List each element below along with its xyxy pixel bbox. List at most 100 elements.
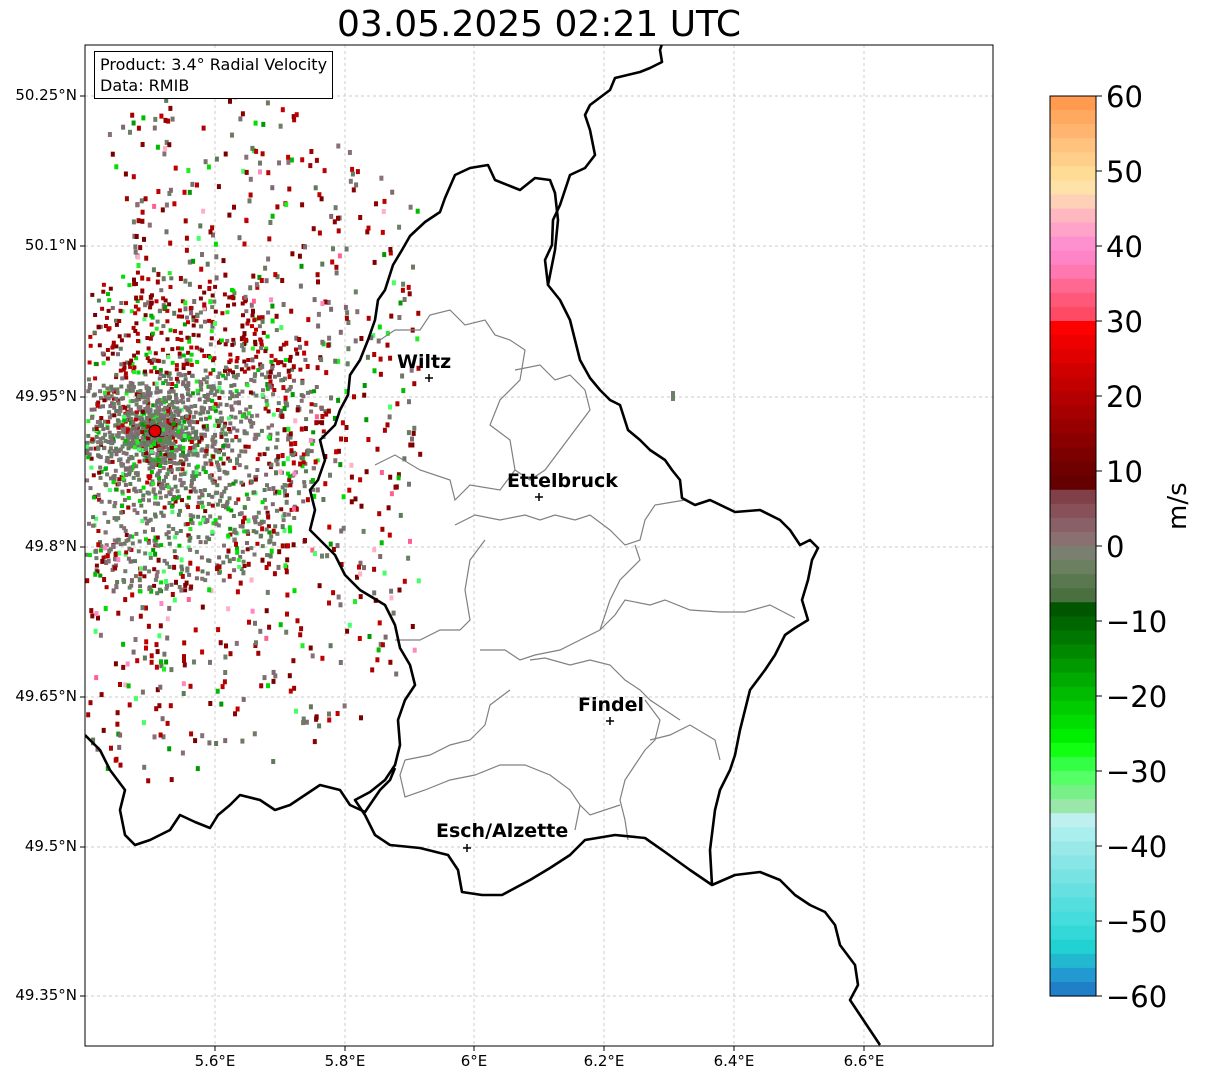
colorbar-band (1050, 658, 1096, 674)
colorbar-band (1050, 489, 1096, 505)
colorbar-tick-label: 40 (1106, 230, 1143, 264)
colorbar-band (1050, 222, 1096, 238)
colorbar-band (1050, 292, 1096, 308)
colorbar-band (1050, 377, 1096, 392)
lon-tick-label: 6.6°E (843, 1052, 885, 1070)
colorbar-unit-label: m/s (1163, 482, 1193, 530)
colorbar-band (1050, 363, 1096, 378)
colorbar-band (1050, 728, 1096, 744)
colorbar-band (1050, 855, 1096, 871)
lat-tick-label: 50.25°N (15, 86, 77, 104)
colorbar-band (1050, 588, 1096, 603)
colorbar-tick-label: −60 (1106, 980, 1168, 1014)
colorbar-band (1050, 517, 1096, 533)
colorbar-band (1050, 897, 1096, 913)
colorbar-band (1050, 827, 1096, 842)
colorbar-band (1050, 194, 1096, 210)
colorbar-tick-label: −50 (1106, 905, 1168, 939)
gridlines (85, 45, 993, 1046)
city-markers (425, 374, 614, 852)
lat-tick-label: 49.35°N (15, 986, 77, 1004)
colorbar-band (1050, 546, 1096, 561)
colorbar-band (1050, 644, 1096, 660)
axis-ticks (80, 95, 865, 1051)
city-marker-wiltz (425, 374, 433, 382)
colorbar-band (1050, 841, 1096, 856)
colorbar-band (1050, 124, 1096, 139)
colorbar-tick-label: −20 (1106, 680, 1168, 714)
colorbar-band (1050, 433, 1096, 449)
colorbar-tick-label: −30 (1106, 755, 1168, 789)
info-box: Product: 3.4° Radial Velocity Data: RMIB (94, 51, 334, 99)
city-marker-findel (606, 717, 614, 725)
colorbar-tick-label: 60 (1106, 80, 1143, 114)
colorbar-band (1050, 264, 1096, 280)
colorbar-band (1050, 250, 1096, 266)
colorbar-bands (1050, 96, 1096, 997)
colorbar-band (1050, 138, 1096, 153)
city-marker-esch (463, 844, 471, 852)
colorbar-band (1050, 785, 1096, 800)
colorbar-band (1050, 560, 1096, 575)
colorbar-band (1050, 236, 1096, 252)
colorbar-band (1050, 461, 1096, 477)
lon-tick-label: 5.8°E (324, 1052, 366, 1070)
map-frame (84, 44, 994, 1047)
colorbar-band (1050, 475, 1096, 491)
lon-tick-label: 6.2°E (583, 1052, 625, 1070)
colorbar-band (1050, 799, 1096, 814)
colorbar-band (1050, 419, 1096, 435)
city-marker-ettelbruck (535, 493, 543, 501)
data-source-text: Data: RMIB (100, 76, 190, 95)
colorbar-band (1050, 742, 1096, 758)
colorbar-band (1050, 616, 1096, 631)
colorbar-band (1050, 939, 1096, 955)
colorbar-band (1050, 925, 1096, 941)
colorbar-band (1050, 630, 1096, 646)
colorbar-band (1050, 349, 1096, 364)
colorbar-band (1050, 96, 1096, 111)
colorbar-band (1050, 771, 1096, 786)
product-text: Product: 3.4° Radial Velocity (100, 55, 328, 74)
colorbar-band (1050, 278, 1096, 294)
lat-tick-label: 49.5°N (24, 837, 77, 855)
colorbar-band (1050, 405, 1096, 421)
colorbar-band (1050, 503, 1096, 519)
colorbar-band (1050, 672, 1096, 688)
colorbar-band (1050, 152, 1096, 167)
colorbar-band (1050, 700, 1096, 716)
colorbar-band (1050, 166, 1096, 181)
colorbar-band (1050, 981, 1096, 997)
lat-tick-label: 49.95°N (15, 387, 77, 405)
colorbar-ticks (1096, 95, 1102, 997)
lon-tick-label: 6.4°E (713, 1052, 755, 1070)
colorbar-tick-label: 50 (1106, 155, 1143, 189)
colorbar-tick-label: 30 (1106, 305, 1143, 339)
city-label-wiltz: Wiltz (397, 351, 452, 373)
colorbar-band (1050, 208, 1096, 224)
lon-tick-label: 5.6°E (194, 1052, 236, 1070)
lat-tick-label: 49.8°N (24, 537, 77, 555)
colorbar-band (1050, 813, 1096, 828)
colorbar-band (1050, 967, 1096, 983)
colorbar-tick-label: 10 (1106, 455, 1143, 489)
map-title: 03.05.2025 02:21 UTC (336, 4, 742, 45)
colorbar-band (1050, 180, 1096, 196)
country-borders (85, 45, 882, 1046)
colorbar-band (1050, 953, 1096, 969)
colorbar-tick-label: 0 (1106, 530, 1125, 564)
canton-borders (374, 309, 796, 841)
colorbar-band (1050, 447, 1096, 463)
colorbar-band (1050, 306, 1096, 322)
colorbar-band (1050, 714, 1096, 730)
lat-tick-label: 50.1°N (24, 236, 77, 254)
colorbar-band (1050, 110, 1096, 125)
colorbar-band (1050, 602, 1096, 617)
colorbar-band (1050, 756, 1096, 772)
city-label-ettelbruck: Ettelbruck (507, 470, 618, 492)
colorbar-tick-label: −40 (1106, 830, 1168, 864)
colorbar-band (1050, 321, 1096, 336)
colorbar-band (1050, 869, 1096, 885)
